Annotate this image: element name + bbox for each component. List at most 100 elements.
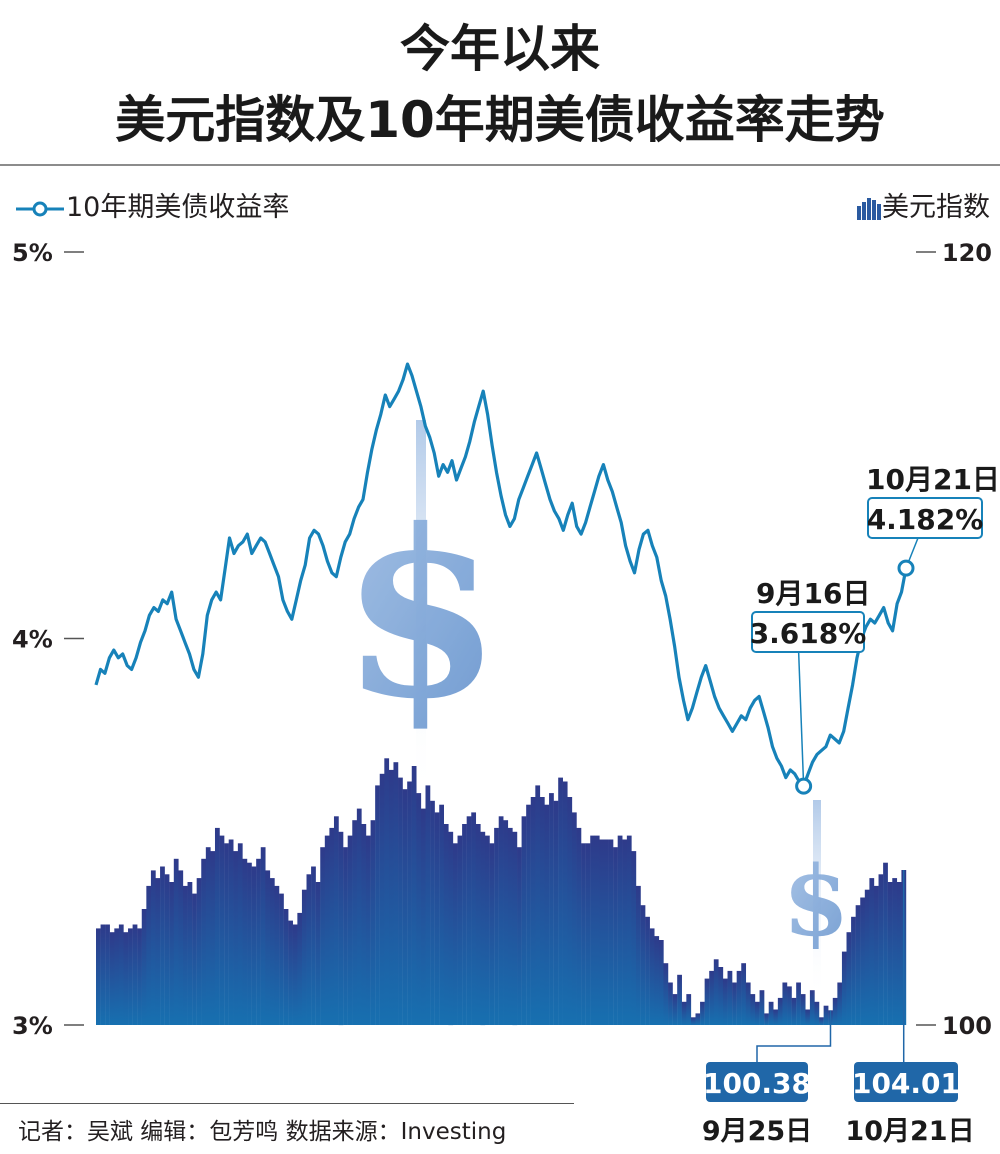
- dxy-bar: [745, 982, 751, 1025]
- dxy-bar: [420, 808, 426, 1025]
- dxy-bar: [114, 928, 120, 1025]
- dxy-bar: [128, 928, 133, 1025]
- dxy-bar: [631, 851, 637, 1025]
- dollar-sign-icon: $: [783, 845, 850, 958]
- dxy-bar: [690, 1017, 696, 1025]
- dxy-bar: [626, 835, 632, 1025]
- dxy-bar: [736, 970, 742, 1025]
- dxy-bar: [558, 777, 563, 1025]
- dxy-bar: [498, 816, 504, 1025]
- dxy-bar: [608, 839, 614, 1025]
- dxy-bar: [796, 982, 801, 1025]
- dxy-bar: [265, 870, 271, 1025]
- dxy-bar: [594, 835, 600, 1025]
- callout-box-latest: [854, 1062, 958, 1102]
- dxy-bar: [251, 866, 257, 1025]
- yield-marker-low: [795, 777, 813, 795]
- dxy-bar: [384, 758, 390, 1025]
- legend-dxy-label: 美元指数: [882, 192, 990, 223]
- dxy-bar: [329, 827, 335, 1025]
- legend-yield-line-icon: [16, 201, 64, 216]
- dxy-bar: [315, 882, 321, 1025]
- dxy-bar: [695, 1013, 701, 1025]
- dxy-bar: [585, 843, 591, 1025]
- dxy-bar: [393, 762, 399, 1025]
- title-divider: [0, 164, 1000, 166]
- dxy-bar: [155, 878, 161, 1025]
- left-axis-label: 3%: [12, 1012, 53, 1040]
- dxy-bar: [704, 978, 710, 1025]
- dxy-bar: [759, 990, 765, 1025]
- dxy-bar: [247, 862, 252, 1025]
- annotation-value-low: 3.618%: [750, 617, 867, 650]
- dxy-bar: [210, 851, 216, 1025]
- dxy-bar: [512, 831, 518, 1026]
- dxy-bar: [439, 804, 444, 1025]
- legend-dxy: 美元指数: [856, 190, 990, 226]
- left-axis-label: 4%: [12, 626, 53, 654]
- dxy-bar: [292, 924, 298, 1025]
- dxy-bar: [132, 924, 138, 1025]
- dxy-bar: [333, 816, 339, 1025]
- dxy-bar: [398, 777, 403, 1025]
- dxy-bar: [274, 885, 280, 1025]
- dxy-bar: [819, 1017, 824, 1025]
- dxy-bar: [100, 924, 106, 1025]
- dxy-bar: [279, 893, 284, 1025]
- dxy-bar: [494, 827, 499, 1025]
- dxy-bar: [718, 967, 724, 1025]
- dxy-bar: [388, 769, 394, 1025]
- dxy-bar: [411, 766, 417, 1025]
- dxy-bar: [658, 940, 664, 1025]
- dxy-bar: [196, 878, 202, 1025]
- dxy-bar: [224, 843, 229, 1025]
- dxy-bar: [613, 847, 618, 1025]
- callout-value-min: 100.38: [703, 1067, 811, 1100]
- dxy-bar: [672, 994, 678, 1025]
- dxy-bar: [507, 827, 513, 1025]
- annotation-date-latest: 10月21日: [866, 463, 1000, 496]
- dxy-bar: [864, 889, 870, 1025]
- dxy-bar: [530, 797, 536, 1025]
- dxy-bar: [750, 994, 756, 1025]
- decor-beam-1: [416, 420, 426, 800]
- dxy-bar: [173, 858, 179, 1025]
- dxy-bar: [260, 847, 266, 1025]
- dxy-bar: [407, 781, 412, 1025]
- dxy-bar: [475, 824, 481, 1025]
- dxy-bar: [773, 1009, 779, 1025]
- dxy-bar: [878, 874, 884, 1025]
- dxy-bar: [457, 835, 463, 1025]
- dxy-bar: [640, 905, 646, 1025]
- dxy-bar: [311, 866, 316, 1025]
- dxy-bar: [814, 1001, 820, 1025]
- dxy-bar: [677, 974, 682, 1025]
- dxy-bar: [562, 781, 568, 1025]
- dxy-bar: [809, 990, 815, 1025]
- dxy-bar: [228, 839, 234, 1025]
- dxy-bar: [182, 885, 188, 1025]
- dxy-bar: [306, 874, 312, 1025]
- dxy-bar: [283, 909, 289, 1025]
- dxy-bar: [668, 982, 673, 1025]
- dxy-bar: [832, 997, 838, 1025]
- annotation-date-low: 9月16日: [756, 577, 871, 610]
- dxy-bar: [123, 932, 129, 1025]
- dxy-bar: [96, 928, 101, 1025]
- dxy-bar: [452, 843, 458, 1025]
- callout-date-latest: 10月21日: [845, 1116, 974, 1147]
- dxy-bar: [169, 882, 174, 1025]
- dxy-bar: [855, 905, 861, 1025]
- dxy-bar: [324, 835, 330, 1025]
- dxy-bar: [443, 824, 449, 1025]
- decor-beam-2: [813, 800, 821, 1000]
- dxy-bar: [361, 824, 367, 1025]
- dxy-bar: [343, 847, 348, 1025]
- dxy-bar: [484, 835, 490, 1025]
- dxy-bar: [471, 812, 477, 1025]
- dxy-bar: [146, 885, 152, 1025]
- dxy-bar: [544, 804, 550, 1025]
- dxy-bar: [118, 924, 124, 1025]
- dxy-bar: [288, 920, 293, 1025]
